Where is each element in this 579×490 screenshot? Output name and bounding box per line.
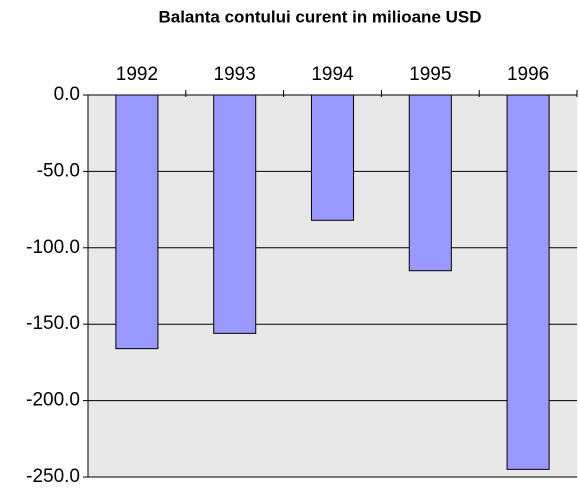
- y-tick-label: 0.0: [54, 84, 80, 105]
- bar: [213, 94, 257, 334]
- y-tick-label: -200.0: [26, 390, 80, 411]
- y-tick-label: -150.0: [26, 313, 80, 334]
- bar: [115, 94, 159, 350]
- y-tick-label: -50.0: [37, 160, 80, 181]
- x-tick-label: 1993: [214, 64, 256, 85]
- y-tick-label: -250.0: [26, 466, 80, 487]
- x-tick-label: 1992: [116, 64, 158, 85]
- y-tick-label: -100.0: [26, 237, 80, 258]
- x-tick-label: 1995: [409, 64, 451, 85]
- chart-title: Balanta contului curent in milioane USD: [158, 7, 481, 26]
- bar: [408, 94, 452, 272]
- x-tick-label: 1994: [311, 64, 354, 85]
- x-tick-label: 1996: [507, 64, 549, 85]
- bar: [506, 94, 550, 470]
- bar: [310, 94, 355, 221]
